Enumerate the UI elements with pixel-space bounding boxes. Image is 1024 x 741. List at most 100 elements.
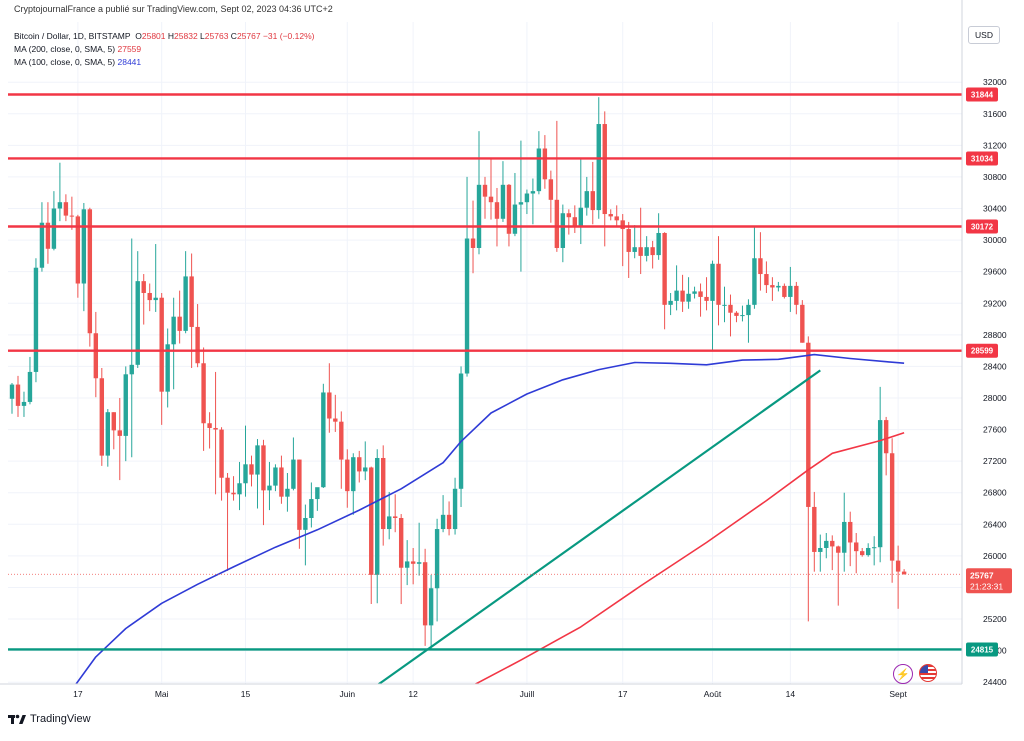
ma200-legend[interactable]: MA (200, close, 0, SMA, 5) 27559	[14, 44, 141, 54]
ma200-line	[473, 432, 905, 684]
ma100-legend[interactable]: MA (100, close, 0, SMA, 5) 28441	[14, 57, 141, 67]
candle-body	[111, 412, 116, 431]
y-tick-label: 28800	[983, 330, 1007, 340]
x-tick-label: Juin	[339, 689, 355, 699]
symbol-name[interactable]: Bitcoin / Dollar, 1D, BITSTAMP	[14, 31, 131, 41]
level-price-badge	[966, 343, 998, 358]
y-tick-label: 31600	[983, 109, 1007, 119]
candle-body	[488, 196, 494, 203]
ma200-label: MA (200, close, 0, SMA, 5)	[14, 44, 116, 54]
candle-body	[620, 220, 625, 230]
last-price-badge	[966, 568, 1012, 594]
y-tick-label: 28400	[983, 361, 1007, 371]
candle-body	[243, 464, 248, 484]
y-tick-label: 27200	[983, 456, 1007, 466]
candle-body	[410, 561, 416, 564]
y-tick-label: 26800	[983, 488, 1007, 498]
candle-body	[806, 342, 811, 507]
y-tick-label: 32000	[983, 77, 1007, 87]
x-tick-label: 15	[241, 689, 251, 699]
candle-body	[81, 209, 87, 284]
level-price-badge	[966, 87, 998, 102]
candle-body	[428, 588, 434, 626]
candle-body	[698, 291, 703, 297]
candle-body	[291, 459, 296, 489]
x-tick-label: Sept	[889, 689, 907, 699]
candle-body	[584, 191, 589, 208]
candle-body	[381, 457, 386, 530]
candle-body	[776, 285, 781, 288]
candle-body	[207, 423, 212, 428]
candle-body	[566, 213, 572, 218]
candle-body	[638, 247, 643, 256]
candle-body	[422, 562, 428, 626]
candle-body	[722, 304, 727, 306]
candle-body	[518, 202, 524, 205]
candle-body	[279, 467, 284, 497]
low-value: 25763	[204, 31, 229, 41]
y-tick-label: 30000	[983, 235, 1007, 245]
y-tick-label: 30800	[983, 172, 1007, 182]
x-tick-labels: 17 Mai 15 Juin 12 Juill 17 Août 14 Sept	[73, 689, 907, 699]
candle-body	[554, 199, 560, 248]
candle-body	[530, 191, 536, 194]
candle-body	[321, 392, 326, 488]
candle-body	[752, 258, 757, 305]
candle-body	[219, 429, 224, 478]
candle-body	[644, 247, 649, 256]
candle-body	[883, 420, 889, 454]
candle-body	[57, 202, 63, 209]
candle-body	[626, 229, 631, 252]
ma100-label: MA (100, close, 0, SMA, 5)	[14, 57, 116, 67]
tradingview-brand[interactable]: TradingView	[8, 713, 91, 725]
us-flag-graphic	[919, 664, 937, 682]
publisher-text: CryptojournalFrance a publié sur Trading…	[14, 4, 333, 14]
x-tick-label: 17	[73, 689, 83, 699]
x-tick-label: 14	[786, 689, 796, 699]
y-tick-label: 26400	[983, 519, 1007, 529]
tradingview-logo-icon	[8, 714, 26, 724]
lightning-icon[interactable]: ⚡	[893, 664, 913, 684]
candle-body	[357, 457, 362, 472]
candle-body	[548, 179, 554, 200]
candle-body	[542, 148, 548, 180]
candle-body	[506, 184, 512, 234]
ma100-line	[75, 353, 905, 684]
candle-body	[45, 222, 51, 249]
x-tick-label: Août	[704, 689, 722, 699]
candle-body	[716, 263, 721, 305]
candle-body	[9, 384, 15, 399]
candle-body	[434, 529, 440, 589]
candle-body	[470, 238, 476, 248]
candle-body	[572, 217, 578, 227]
candle-body	[578, 207, 583, 227]
candle-body	[710, 263, 715, 301]
candle-body	[680, 290, 685, 302]
open-label: O	[135, 31, 142, 41]
candle-body	[117, 430, 122, 436]
level-price-badge	[966, 151, 998, 166]
candle-body	[153, 297, 158, 301]
high-label: H	[167, 31, 175, 41]
candle-body	[770, 285, 775, 288]
candle-body	[75, 216, 81, 284]
level-price-label: 28599	[971, 347, 994, 356]
candle-body	[333, 418, 338, 422]
candle-body	[171, 316, 176, 345]
candle-body	[494, 202, 500, 219]
us-flag-icon[interactable]	[919, 664, 937, 682]
candle-body	[560, 213, 566, 248]
candle-body	[800, 304, 805, 343]
publisher-line: CryptojournalFrance a publié sur Trading…	[14, 4, 333, 14]
candle-body	[392, 516, 398, 518]
currency-button[interactable]: USD	[968, 26, 1000, 44]
candle-body	[147, 292, 152, 301]
candle-body	[135, 281, 140, 365]
y-tick-label: 29200	[983, 298, 1007, 308]
y-tick-labels: 2440024800252002560026000264002680027200…	[983, 77, 1007, 687]
x-tick-label: Juill	[520, 689, 535, 699]
candle-body	[877, 420, 883, 548]
candle-body	[93, 333, 99, 379]
